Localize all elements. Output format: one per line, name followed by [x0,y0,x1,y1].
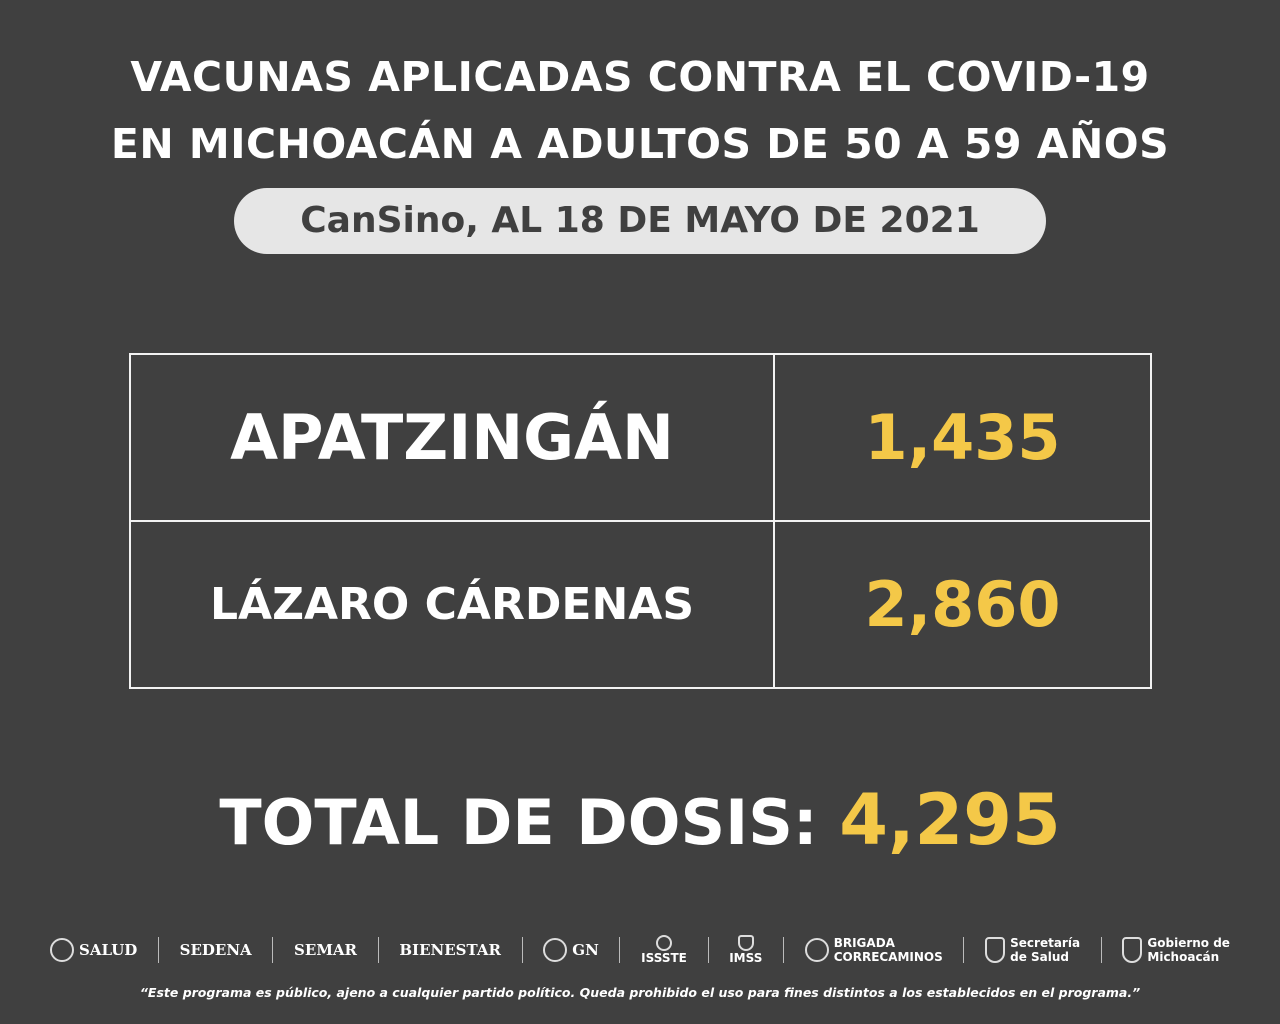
correcaminos-icon [804,938,829,962]
logo-label: SEMAR [294,941,358,959]
divider [377,937,379,963]
divider [963,937,965,963]
michoacan-shield-icon [985,937,1006,963]
logo-label: Secretaría [1010,936,1081,950]
logo-gobierno-michoacan: Gobierno de Michoacán [1122,936,1230,964]
eagle-seal-icon [50,938,74,962]
municipality-cell: LÁZARO CÁRDENAS [129,520,775,689]
logo-label: GN [572,941,599,959]
doses-cell: 1,435 [773,353,1152,522]
logo-sedena: SEDENA [180,941,252,959]
divider [707,937,709,963]
divider [272,937,274,963]
logo-secretaria-salud: Secretaría de Salud [985,936,1080,964]
total-doses: TOTAL DE DOSIS: 4,295 [0,780,1280,863]
municipality-cell: APATZINGÁN [129,353,775,522]
logo-semar: SEMAR [294,941,357,959]
logo-label: ISSSTE [641,951,687,965]
logo-label: IMSS [729,951,763,965]
divider [783,937,785,963]
doses-table: APATZINGÁN 1,435 LÁZARO CÁRDENAS 2,860 [129,353,1152,689]
logo-label-2: Michoacán [1147,950,1220,964]
logo-gn: GN [543,938,599,962]
disclaimer: “Este programa es público, ajeno a cualq… [139,985,1141,1000]
issste-icon [656,935,672,951]
logo-label: SEDENA [179,941,252,959]
logo-label: Gobierno de [1147,936,1230,950]
imss-icon [737,935,754,951]
logo-imss: IMSS [729,935,762,965]
total-value: 4,295 [839,779,1061,861]
michoacan-shield-icon [1122,937,1143,963]
logo-label: SALUD [79,941,138,959]
logo-issste: ISSSTE [641,935,687,965]
logo-label-2: CORRECAMINOS [833,950,943,964]
logo-salud: SALUD [50,938,137,962]
title-line-2: EN MICHOACÁN A ADULTOS DE 50 A 59 AÑOS [110,120,1170,168]
divider [521,937,523,963]
logo-label: BIENESTAR [399,941,501,959]
title-line-1: VACUNAS APLICADAS CONTRA EL COVID-19 [130,53,1150,101]
logo-bienestar: BIENESTAR [399,941,501,959]
institution-logos: SALUD SEDENA SEMAR BIENESTAR GN ISSSTE [50,928,1230,972]
gn-seal-icon [543,938,568,962]
logo-correcaminos: BRIGADA CORRECAMINOS [804,936,943,964]
divider [619,937,621,963]
divider [1100,937,1102,963]
subtitle-pill: CanSino, AL 18 DE MAYO DE 2021 [234,188,1046,254]
logo-label-2: de Salud [1010,950,1070,964]
table-row: LÁZARO CÁRDENAS 2,860 [129,520,1152,689]
table-row: APATZINGÁN 1,435 [129,353,1152,522]
logo-label: BRIGADA [833,936,895,950]
divider [157,937,159,963]
total-label: TOTAL DE DOSIS: [219,786,818,859]
doses-cell: 2,860 [773,520,1152,689]
